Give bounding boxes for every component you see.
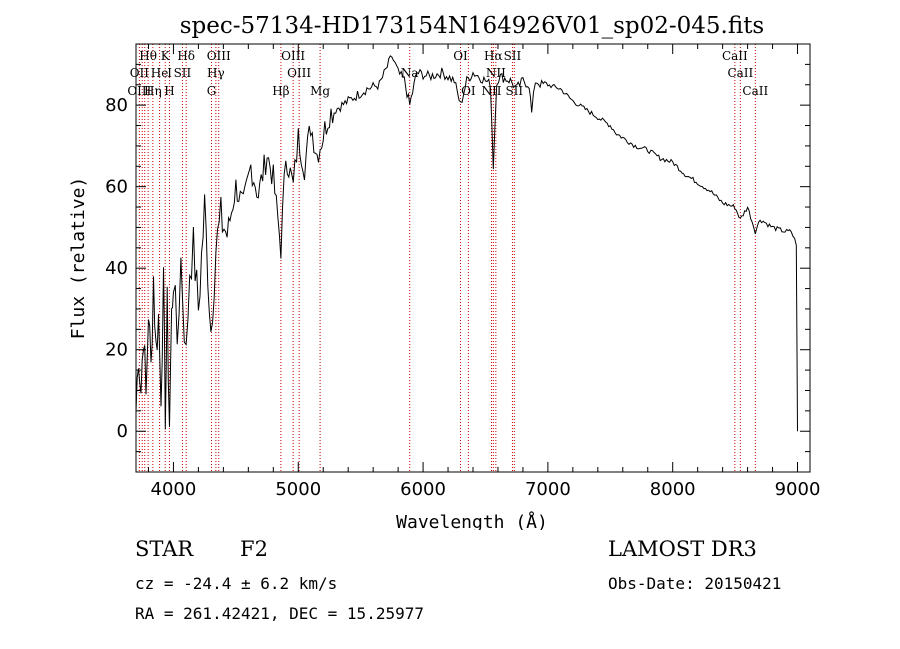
- line-marker-label: CaII: [742, 84, 768, 98]
- line-marker-label: Hγ: [207, 66, 225, 80]
- y-tick-label: 40: [105, 258, 128, 279]
- chart-title: spec-57134-HD173154N164926V01_sp02-045.f…: [180, 13, 765, 39]
- x-tick-label: 8000: [650, 479, 696, 500]
- line-marker-label: SII: [504, 49, 522, 63]
- x-tick-label: 9000: [775, 479, 821, 500]
- x-tick-label: 4000: [151, 479, 197, 500]
- line-marker-label: Hη: [144, 84, 162, 98]
- line-marker-label: Hβ: [272, 84, 289, 98]
- line-marker-label: OIII: [287, 66, 311, 80]
- line-marker-label: SII: [174, 66, 192, 80]
- line-marker-label: NII: [486, 66, 506, 80]
- x-tick-label: 7000: [525, 479, 571, 500]
- y-tick-label: 20: [105, 340, 128, 361]
- line-marker-label: OII: [130, 66, 150, 80]
- observation-date: Obs-Date: 20150421: [608, 574, 782, 593]
- line-marker-group: [138, 44, 756, 472]
- x-axis-label: Wavelength (Å): [396, 511, 548, 530]
- x-tick-label: 5000: [275, 479, 321, 500]
- line-marker-label: Hθ: [139, 49, 157, 63]
- line-marker-label: OI: [453, 49, 468, 63]
- line-marker-label: OIII: [281, 49, 305, 63]
- line-marker-label: OIII: [207, 49, 231, 63]
- line-marker-label: CaII: [727, 66, 753, 80]
- survey-name: LAMOST DR3: [608, 537, 757, 561]
- line-marker-label: OIII: [127, 84, 151, 98]
- line-marker-label: Na: [401, 66, 419, 80]
- line-marker-label: NII: [481, 84, 501, 98]
- y-axis-label: Flux (relative): [68, 177, 89, 340]
- x-axis: 4000 5000 6000 7000 8000 9000: [147, 44, 821, 500]
- line-marker-label: Mg: [310, 84, 330, 98]
- object-subclass: F2: [240, 537, 268, 561]
- x-tick-label: 6000: [400, 479, 446, 500]
- line-marker-label: Hδ: [177, 49, 195, 63]
- ra-dec-coordinates: RA = 261.42421, DEC = 15.25977: [135, 604, 424, 623]
- y-tick-label: 0: [117, 421, 128, 442]
- y-tick-label: 80: [105, 95, 128, 116]
- line-marker-label: G: [207, 84, 217, 98]
- plot-frame: [135, 43, 811, 473]
- line-marker-label: I: [167, 66, 172, 80]
- y-axis: 0 20 40 60 80: [105, 63, 810, 473]
- redshift-velocity: cz = -24.4 ± 6.2 km/s: [135, 574, 338, 593]
- line-marker-label: He: [151, 66, 169, 80]
- spectrum-plot: spec-57134-HD173154N164926V01_sp02-045.f…: [68, 13, 821, 530]
- spectrum-line: [135, 55, 798, 432]
- line-marker-label: CaII: [722, 49, 748, 63]
- line-marker-label: Hα: [484, 49, 503, 63]
- line-marker-label: SII: [505, 84, 523, 98]
- y-tick-label: 60: [105, 177, 128, 198]
- line-marker-label: H: [164, 84, 174, 98]
- line-marker-label: K: [161, 49, 171, 63]
- object-class: STAR: [135, 537, 194, 561]
